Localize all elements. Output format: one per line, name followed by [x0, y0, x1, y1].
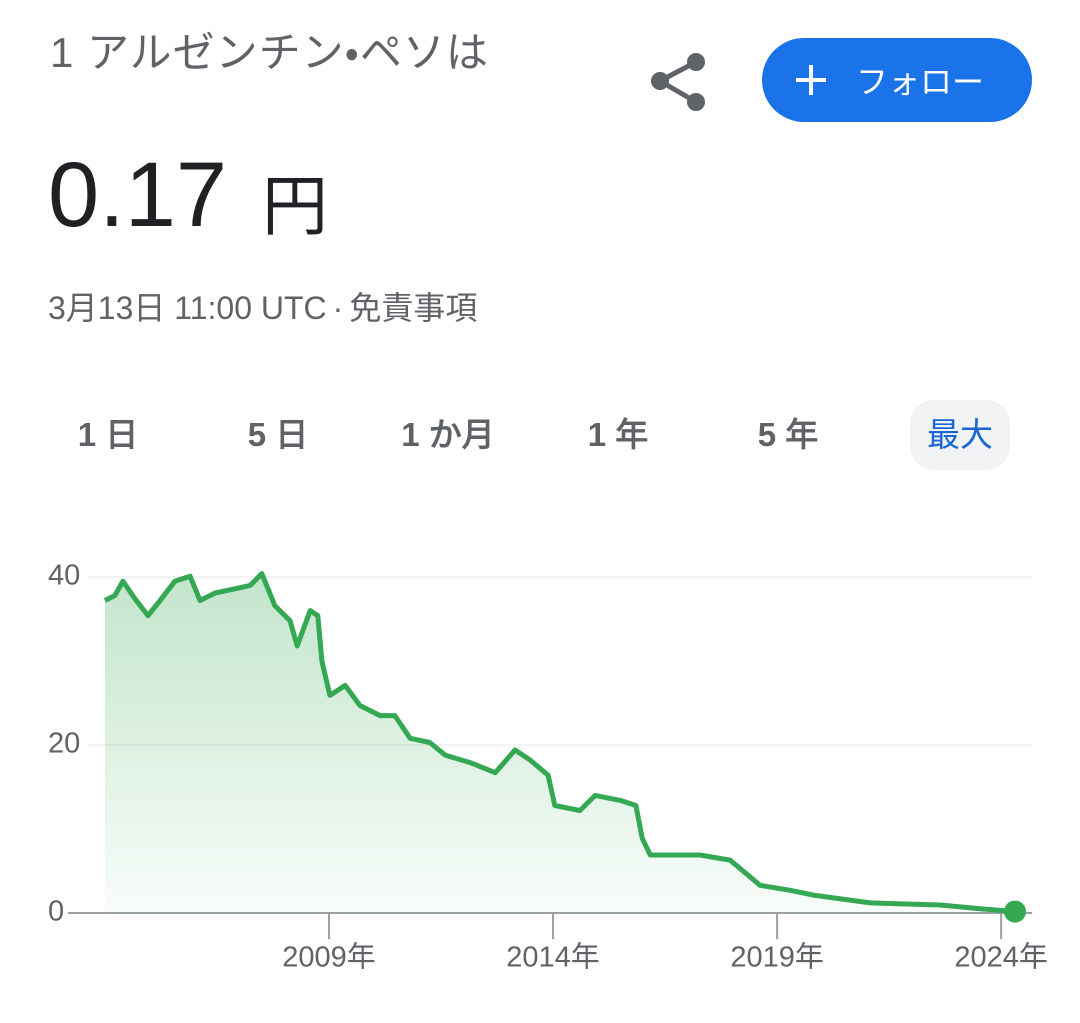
range-tab[interactable]: 最大	[910, 400, 1010, 470]
x-tick-label: 2009年	[282, 941, 376, 974]
currency: 円	[262, 169, 328, 243]
plus-icon	[796, 65, 826, 95]
range-tab[interactable]: 5 日	[247, 416, 309, 453]
share-icon[interactable]	[648, 50, 710, 116]
timestamp-row: 3月13日 11:00 UTC · 免責事項	[48, 288, 483, 328]
range-tab[interactable]: 1 年	[587, 416, 649, 453]
separator: ·	[332, 290, 344, 326]
range-tab[interactable]: 5 年	[757, 416, 819, 453]
price: 0.17	[48, 144, 228, 246]
y-tick-label: 20	[48, 728, 80, 760]
disclaimer[interactable]: 免責事項	[349, 290, 478, 326]
y-tick-label: 0	[48, 896, 64, 928]
range-tab[interactable]: 1 日	[77, 416, 139, 453]
range-tabs: 1 日 5 日 1 か月 1 年 5 年 最大	[48, 400, 1028, 470]
last-point	[1004, 900, 1026, 923]
price-line	[103, 571, 1016, 915]
x-tick-label: 2024年	[954, 941, 1048, 974]
range-tab[interactable]: 1 か月	[401, 416, 495, 453]
y-tick-label: 40	[48, 560, 80, 592]
x-tick-label: 2014年	[506, 941, 600, 974]
timestamp: 3月13日 11:00 UTC	[48, 290, 327, 326]
follow-label: フォロー	[856, 64, 985, 100]
x-tick-label: 2019年	[730, 941, 824, 974]
title: 1 アルゼンチン・ペソは	[50, 29, 489, 76]
follow-button[interactable]: フォロー	[762, 38, 1032, 122]
area-fill	[105, 573, 1015, 913]
